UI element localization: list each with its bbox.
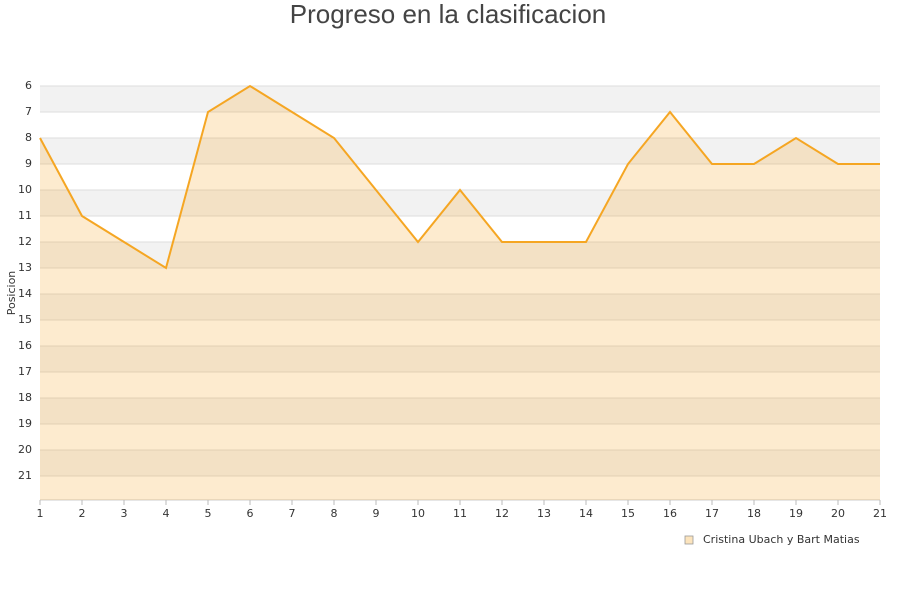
y-tick-label: 9 [25, 157, 32, 170]
x-tick-label: 4 [163, 507, 170, 520]
x-tick-label: 19 [789, 507, 803, 520]
y-tick-label: 10 [18, 183, 32, 196]
chart-title: Progreso en la clasificacion [290, 0, 607, 29]
y-tick-label: 13 [18, 261, 32, 274]
x-tick-label: 17 [705, 507, 719, 520]
x-tick-label: 10 [411, 507, 425, 520]
y-tick-label: 6 [25, 79, 32, 92]
grid-band [40, 86, 880, 112]
line [39, 84, 880, 270]
y-axis-label: Posicion [5, 271, 18, 316]
x-tick-label: 12 [495, 507, 509, 520]
x-tick-label: 18 [747, 507, 761, 520]
legend-swatch [684, 535, 694, 545]
x-tick-label: 8 [331, 507, 338, 520]
y-tick-label: 14 [18, 287, 32, 300]
x-tick-label: 5 [205, 507, 212, 520]
x-tick-label: 20 [831, 507, 845, 520]
legend-label: Cristina Ubach y Bart Matias [703, 533, 860, 546]
y-tick-label: 11 [18, 209, 32, 222]
x-tick-label: 1 [37, 507, 44, 520]
grid-band [40, 398, 880, 424]
x-tick-label: 21 [873, 507, 887, 520]
x-tick-label: 13 [537, 507, 551, 520]
y-tick-label: 17 [18, 365, 32, 378]
y-tick-label: 15 [18, 313, 32, 326]
x-tick-label: 11 [453, 507, 467, 520]
grid-band [40, 242, 880, 268]
y-tick-label: 19 [18, 417, 32, 430]
grid-band [40, 190, 880, 216]
y-tick-label: 12 [18, 235, 32, 248]
x-tick-label: 9 [373, 507, 380, 520]
y-tick-label: 7 [25, 105, 32, 118]
x-tick-label: 7 [289, 507, 296, 520]
area [40, 86, 880, 500]
x-tick-label: 14 [579, 507, 593, 520]
x-tick-label: 15 [621, 507, 635, 520]
grid-band [40, 138, 880, 164]
x-tick-label: 2 [79, 507, 86, 520]
grid-band [40, 346, 880, 372]
y-tick-label: 21 [18, 469, 32, 482]
grid-band [40, 294, 880, 320]
grid-band [40, 450, 880, 476]
x-tick-label: 6 [247, 507, 254, 520]
y-tick-label: 16 [18, 339, 32, 352]
y-tick-label: 20 [18, 443, 32, 456]
x-tick-label: 16 [663, 507, 677, 520]
y-tick-label: 8 [25, 131, 32, 144]
y-tick-label: 18 [18, 391, 32, 404]
x-tick-label: 3 [121, 507, 128, 520]
